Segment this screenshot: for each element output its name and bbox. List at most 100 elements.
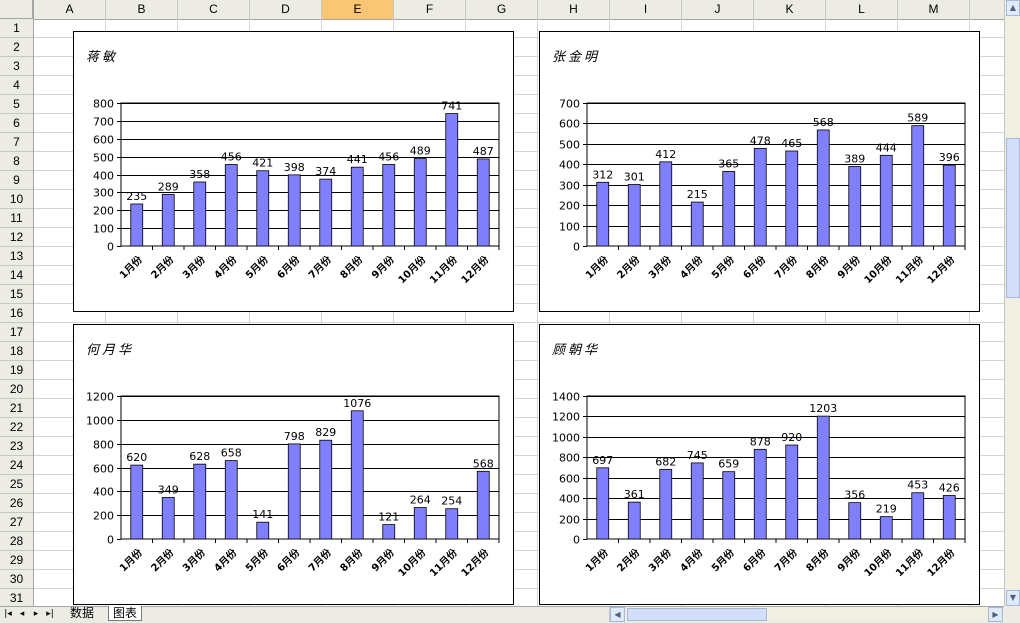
select-all-corner[interactable] (0, 0, 33, 19)
vertical-scroll-thumb[interactable] (1006, 138, 1020, 298)
data-label: 456 (378, 150, 399, 163)
row-header-19[interactable]: 19 (0, 361, 33, 380)
bar-6月份 (754, 148, 766, 246)
data-label: 441 (347, 153, 368, 166)
last-sheet-icon[interactable]: ▸| (44, 607, 56, 621)
x-tick-label: 4月份 (677, 252, 706, 281)
data-label: 658 (221, 447, 242, 460)
row-header-17[interactable]: 17 (0, 323, 33, 342)
chart-he-yuehua[interactable]: 何月华 0 200 400 600 800 1000 1200 620 1月份 349 2月份 628… (73, 324, 514, 605)
row-header-13[interactable]: 13 (0, 247, 33, 266)
row-header-1[interactable]: 1 (0, 19, 33, 38)
x-tick-label: 4月份 (677, 545, 706, 574)
column-header-D[interactable]: D (250, 0, 322, 19)
column-header-G[interactable]: G (466, 0, 538, 19)
row-header-29[interactable]: 29 (0, 551, 33, 570)
y-tick-label: 800 (93, 98, 114, 111)
data-label: 453 (907, 479, 928, 492)
column-header-F[interactable]: F (394, 0, 466, 19)
scroll-left-button[interactable]: ◀ (610, 607, 625, 622)
row-header-22[interactable]: 22 (0, 418, 33, 437)
row-header-18[interactable]: 18 (0, 342, 33, 361)
horizontal-scrollbar[interactable]: ◀ ▶ (609, 607, 1005, 622)
y-tick-label: 1200 (552, 411, 580, 424)
bar-3月份 (194, 182, 206, 246)
data-label: 628 (189, 450, 210, 463)
vertical-scrollbar[interactable]: ▲ ▼ (1004, 0, 1020, 606)
x-tick-label: 1月份 (117, 252, 146, 281)
row-header-25[interactable]: 25 (0, 475, 33, 494)
y-tick-label: 200 (559, 200, 580, 213)
row-header-15[interactable]: 15 (0, 285, 33, 304)
row-header-24[interactable]: 24 (0, 456, 33, 475)
x-tick-label: 2月份 (614, 252, 643, 281)
row-header-26[interactable]: 26 (0, 494, 33, 513)
y-tick-label: 1400 (552, 391, 580, 404)
bar-12月份 (477, 159, 489, 246)
y-tick-label: 0 (107, 241, 114, 254)
y-tick-label: 200 (559, 514, 580, 527)
chart-gu-chaohua[interactable]: 顾朝华 0 200 400 600 800 1000 1200 1400 697 1月份 361 2月… (539, 324, 980, 605)
row-header-8[interactable]: 8 (0, 152, 33, 171)
row-header-16[interactable]: 16 (0, 304, 33, 323)
data-label: 444 (876, 141, 897, 154)
row-header-9[interactable]: 9 (0, 171, 33, 190)
y-tick-label: 400 (93, 170, 114, 183)
data-label: 349 (158, 483, 179, 496)
next-sheet-icon[interactable]: ▸ (30, 607, 42, 621)
sheet-tab-chart[interactable]: 图表 (108, 606, 142, 621)
chart-zhang-jinming[interactable]: 张金明 0 100 200 300 400 500 600 700 312 1月份 301 2月份 41… (539, 31, 980, 312)
data-label: 568 (813, 116, 834, 129)
x-tick-label: 11月份 (893, 545, 927, 579)
row-header-14[interactable]: 14 (0, 266, 33, 285)
bar-3月份 (660, 162, 672, 246)
scroll-down-button[interactable]: ▼ (1006, 590, 1020, 606)
x-tick-label: 8月份 (337, 252, 366, 281)
row-header-2[interactable]: 2 (0, 38, 33, 57)
data-label: 478 (750, 134, 771, 147)
row-gridline (34, 322, 1004, 323)
horizontal-scroll-thumb[interactable] (627, 608, 767, 621)
column-header-C[interactable]: C (178, 0, 250, 19)
row-header-23[interactable]: 23 (0, 437, 33, 456)
row-header-21[interactable]: 21 (0, 399, 33, 418)
row-header-28[interactable]: 28 (0, 532, 33, 551)
data-label: 398 (284, 161, 305, 174)
scroll-up-button[interactable]: ▲ (1006, 0, 1020, 16)
row-header-30[interactable]: 30 (0, 570, 33, 589)
row-header-4[interactable]: 4 (0, 76, 33, 95)
row-header-11[interactable]: 11 (0, 209, 33, 228)
y-tick-label: 800 (93, 439, 114, 452)
scroll-right-button[interactable]: ▶ (988, 607, 1003, 622)
row-header-3[interactable]: 3 (0, 57, 33, 76)
row-header-6[interactable]: 6 (0, 114, 33, 133)
row-header-27[interactable]: 27 (0, 513, 33, 532)
data-label: 301 (624, 171, 645, 184)
bar-4月份 (225, 164, 237, 246)
column-header-M[interactable]: M (898, 0, 970, 19)
data-label: 878 (750, 435, 771, 448)
chart-jiang-min[interactable]: 蒋敏 0 100 200 300 400 500 600 700 800 235 1月份 289 2月份… (73, 31, 514, 312)
column-header-A[interactable]: A (34, 0, 106, 19)
column-header-I[interactable]: I (610, 0, 682, 19)
column-header-E[interactable]: E (322, 0, 394, 19)
column-header-L[interactable]: L (826, 0, 898, 19)
row-header-10[interactable]: 10 (0, 190, 33, 209)
column-header-B[interactable]: B (106, 0, 178, 19)
x-tick-label: 8月份 (803, 545, 832, 574)
prev-sheet-icon[interactable]: ◂ (16, 607, 28, 621)
row-header-5[interactable]: 5 (0, 95, 33, 114)
column-header-K[interactable]: K (754, 0, 826, 19)
column-header-J[interactable]: J (682, 0, 754, 19)
plot-area (587, 396, 965, 539)
column-header-H[interactable]: H (538, 0, 610, 19)
x-tick-label: 10月份 (861, 545, 895, 579)
y-tick-label: 600 (93, 463, 114, 476)
first-sheet-icon[interactable]: |◂ (2, 607, 14, 621)
x-tick-label: 1月份 (583, 545, 612, 574)
sheet-tab-data[interactable]: 数据 (66, 606, 98, 621)
row-header-12[interactable]: 12 (0, 228, 33, 247)
row-header-20[interactable]: 20 (0, 380, 33, 399)
row-header-7[interactable]: 7 (0, 133, 33, 152)
